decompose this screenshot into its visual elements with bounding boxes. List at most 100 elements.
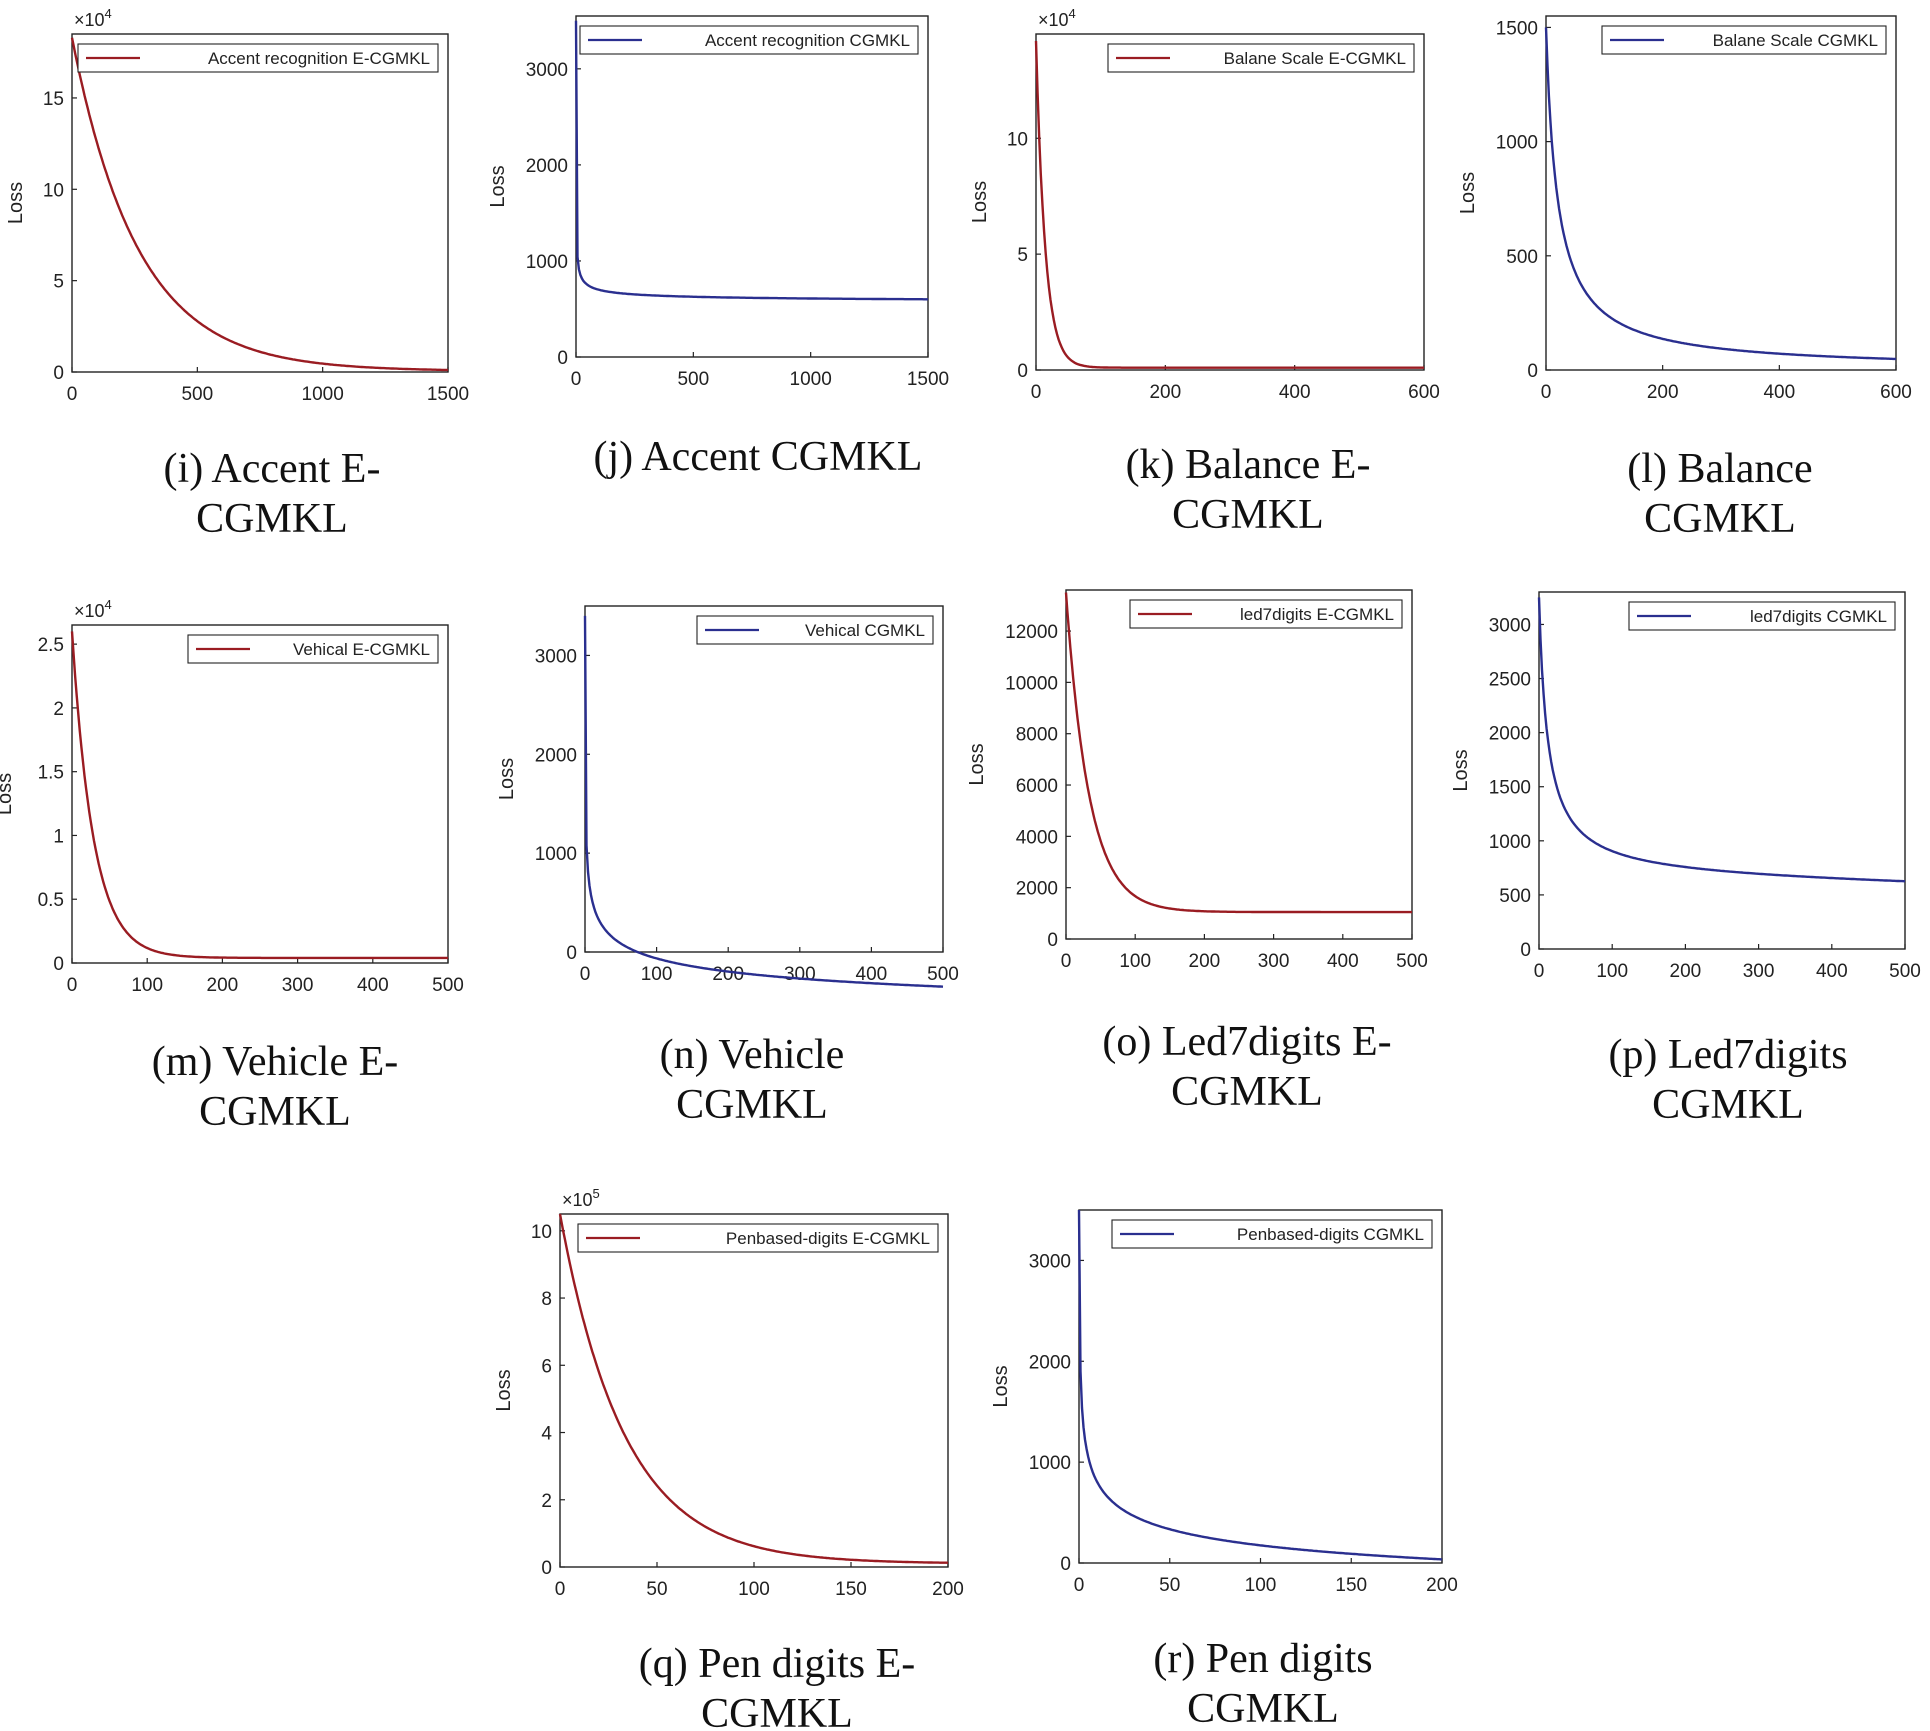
- chart-caption: (o) Led7digits E-: [1102, 1019, 1391, 1065]
- y-tick-label: 2.5: [38, 635, 64, 656]
- legend-label: Vehical E-CGMKL: [293, 640, 430, 659]
- legend: Balane Scale E-CGMKL: [1107, 43, 1415, 73]
- y-axis-label: Loss: [1457, 172, 1479, 214]
- legend: Accent recognition CGMKL: [579, 25, 919, 55]
- legend: Penbased-digits E-CGMKL: [577, 1223, 939, 1253]
- axis-multiplier: ×104: [1038, 6, 1076, 30]
- legend-label: led7digits E-CGMKL: [1240, 605, 1394, 624]
- y-tick-label: 1000: [526, 252, 568, 273]
- y-tick-label: 0: [53, 363, 64, 384]
- loss-curve: [1034, 40, 1424, 369]
- plot-frame: [575, 15, 929, 358]
- loss-curve: [1537, 597, 1906, 883]
- y-tick-label: 0: [1047, 930, 1058, 951]
- legend: led7digits CGMKL: [1628, 601, 1896, 631]
- y-axis-label: Loss: [496, 758, 518, 800]
- legend-label: Accent recognition E-CGMKL: [208, 49, 430, 68]
- chart-caption: CGMKL: [1187, 1686, 1339, 1731]
- y-tick-label: 10000: [1005, 673, 1058, 694]
- chart-i: 0 500 1000 1500 0 5 10 15 ×104 Loss Accent recogni…: [5, 6, 469, 542]
- chart-o: 0 100 200 300 400 500 0 2000 4000 6000 8000 10000 12…: [966, 589, 1428, 1115]
- y-tick-label: 3000: [1029, 1251, 1071, 1272]
- legend: Penbased-digits CGMKL: [1111, 1219, 1433, 1249]
- x-tick-label: 0: [1534, 961, 1545, 982]
- x-tick-label: 0: [67, 975, 78, 996]
- chart-caption: (j) Accent CGMKL: [594, 434, 923, 480]
- chart-q: 0 50 100 150 200 0 2 4 6 8 10 ×105 Loss Penbased-digi…: [493, 1186, 964, 1731]
- x-tick-label: 100: [1119, 951, 1151, 972]
- legend-label: Penbased-digits E-CGMKL: [726, 1229, 930, 1248]
- x-tick-label: 200: [1426, 1575, 1458, 1596]
- legend-label: Accent recognition CGMKL: [705, 31, 910, 50]
- loss-curve: [574, 20, 928, 301]
- x-tick-label: 600: [1408, 382, 1440, 403]
- x-tick-label: 300: [1258, 951, 1290, 972]
- chart-caption: (k) Balance E-: [1126, 442, 1371, 488]
- y-tick-label: 8: [541, 1289, 552, 1310]
- y-tick-label: 0: [1060, 1554, 1071, 1575]
- chart-caption: CGMKL: [199, 1089, 351, 1135]
- y-tick-label: 6000: [1016, 776, 1058, 797]
- y-tick-label: 0: [566, 943, 577, 964]
- chart-caption: CGMKL: [1172, 492, 1324, 538]
- y-axis-label: Loss: [990, 1365, 1012, 1407]
- y-tick-label: 0: [1527, 361, 1538, 382]
- legend: Vehical CGMKL: [696, 615, 934, 645]
- x-tick-label: 0: [1074, 1575, 1085, 1596]
- x-tick-label: 200: [932, 1579, 964, 1600]
- plot-frame: [71, 33, 449, 373]
- axis-multiplier: ×104: [74, 597, 112, 621]
- y-tick-label: 6: [541, 1356, 552, 1377]
- legend-label: Balane Scale CGMKL: [1713, 31, 1878, 50]
- loss-curve: [1077, 1209, 1443, 1561]
- y-tick-label: 0: [557, 348, 568, 369]
- y-tick-label: 1000: [1029, 1453, 1071, 1474]
- y-tick-label: 2000: [526, 156, 568, 177]
- y-tick-label: 5: [1017, 245, 1028, 266]
- x-tick-label: 100: [641, 964, 673, 985]
- y-tick-label: 0: [1520, 940, 1531, 961]
- x-tick-label: 200: [1149, 382, 1181, 403]
- chart-l: 0 200 400 600 0 500 1000 1500 Loss Balane Scale C…: [1457, 15, 1912, 542]
- x-tick-label: 1000: [790, 369, 832, 390]
- loss-curve: [583, 615, 944, 988]
- y-tick-label: 2000: [1016, 879, 1058, 900]
- legend: led7digits E-CGMKL: [1129, 599, 1403, 629]
- loss-curve: [1544, 27, 1896, 361]
- x-tick-label: 500: [1889, 961, 1921, 982]
- chart-caption: CGMKL: [676, 1082, 828, 1128]
- chart-m: 0 100 200 300 400 500 0 0.5 1 1.5 2 2.5 ×104 Loss Vehi…: [0, 597, 464, 1135]
- legend-label: Balane Scale E-CGMKL: [1224, 49, 1406, 68]
- legend: Accent recognition E-CGMKL: [77, 43, 439, 73]
- y-tick-label: 500: [1506, 247, 1538, 268]
- x-tick-label: 500: [1396, 951, 1428, 972]
- x-tick-label: 200: [1670, 961, 1702, 982]
- y-axis-label: Loss: [969, 181, 991, 223]
- y-axis-label: Loss: [487, 165, 509, 207]
- y-axis-label: Loss: [1450, 749, 1472, 791]
- loss-curve: [558, 1213, 949, 1564]
- y-tick-label: 12000: [1005, 622, 1058, 643]
- y-tick-label: 8000: [1016, 725, 1058, 746]
- y-tick-label: 15: [43, 89, 64, 110]
- x-tick-label: 0: [1061, 951, 1072, 972]
- chart-caption: CGMKL: [196, 496, 348, 542]
- x-tick-label: 0: [555, 1579, 566, 1600]
- legend-label: Vehical CGMKL: [805, 621, 925, 640]
- x-tick-label: 1500: [907, 369, 949, 390]
- x-tick-label: 100: [131, 975, 163, 996]
- y-tick-label: 3000: [535, 646, 577, 667]
- y-tick-label: 3000: [1489, 615, 1531, 636]
- x-tick-label: 400: [1763, 382, 1795, 403]
- chart-caption: CGMKL: [1652, 1082, 1804, 1128]
- chart-caption: (q) Pen digits E-: [639, 1641, 915, 1687]
- chart-k: 0 200 400 600 0 5 10 ×104 Loss Balane Scale E-CGM…: [969, 6, 1440, 538]
- plot-frame: [1065, 589, 1413, 940]
- y-tick-label: 1500: [1496, 18, 1538, 39]
- x-tick-label: 0: [580, 964, 591, 985]
- y-tick-label: 10: [1007, 129, 1028, 150]
- y-tick-label: 2000: [1029, 1352, 1071, 1373]
- x-tick-label: 0: [1031, 382, 1042, 403]
- y-tick-label: 2: [541, 1491, 552, 1512]
- x-tick-label: 500: [432, 975, 464, 996]
